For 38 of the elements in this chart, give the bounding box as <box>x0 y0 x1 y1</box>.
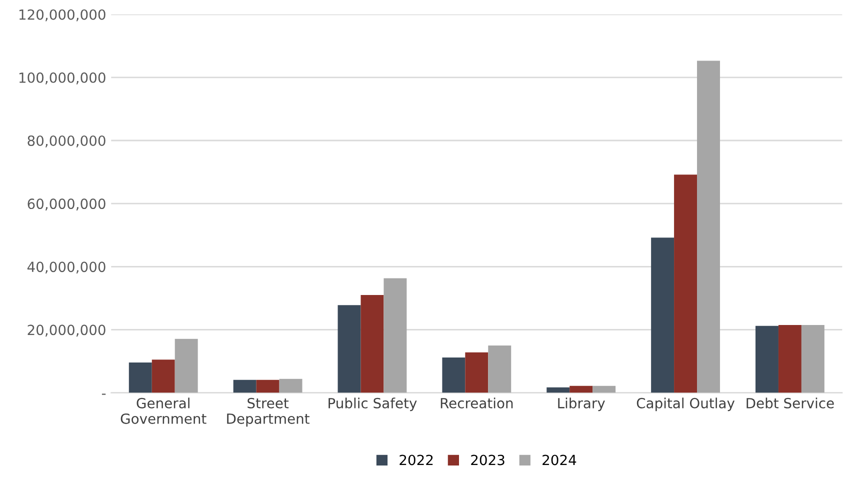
bar <box>488 345 512 393</box>
legend-label: 2022 <box>400 454 433 466</box>
bar <box>755 326 778 393</box>
bar <box>465 352 488 393</box>
bar <box>279 378 302 393</box>
y-tick-label: 20,000,000 <box>28 324 106 337</box>
legend-label: 2023 <box>471 454 504 466</box>
legend-label: 2024 <box>542 454 576 466</box>
bar <box>674 174 698 393</box>
y-tick-label: - <box>102 394 106 395</box>
bar <box>778 324 802 393</box>
x-tick-label: Library <box>558 398 605 412</box>
x-tick-label: Street Department <box>227 398 310 427</box>
y-tick-label: 40,000,000 <box>27 262 106 274</box>
bar <box>651 238 674 393</box>
bar <box>592 386 616 393</box>
bar <box>338 305 361 393</box>
bar <box>546 387 570 393</box>
bar <box>697 60 720 393</box>
x-tick-label: General Government <box>120 398 206 424</box>
y-tick-label: 100,000,000 <box>19 72 106 84</box>
y-tick-label: 80,000,000 <box>28 135 106 148</box>
bar <box>801 324 824 393</box>
y-tick-label: 60,000,000 <box>28 198 106 210</box>
bar <box>256 380 280 393</box>
x-tick-label: Capital Outlay <box>636 398 735 412</box>
x-tick-label: Debt Service <box>746 398 834 408</box>
bar <box>128 362 152 393</box>
bar <box>442 357 466 393</box>
x-tick-label: Recreation <box>440 398 513 408</box>
bar <box>570 386 593 393</box>
bar <box>360 295 384 393</box>
bar <box>174 338 198 393</box>
x-tick-label: Public Safety <box>328 398 417 412</box>
bar <box>233 380 256 393</box>
bar <box>384 278 407 393</box>
bar <box>152 360 175 393</box>
y-tick-label: 120,000,000 <box>19 9 106 22</box>
